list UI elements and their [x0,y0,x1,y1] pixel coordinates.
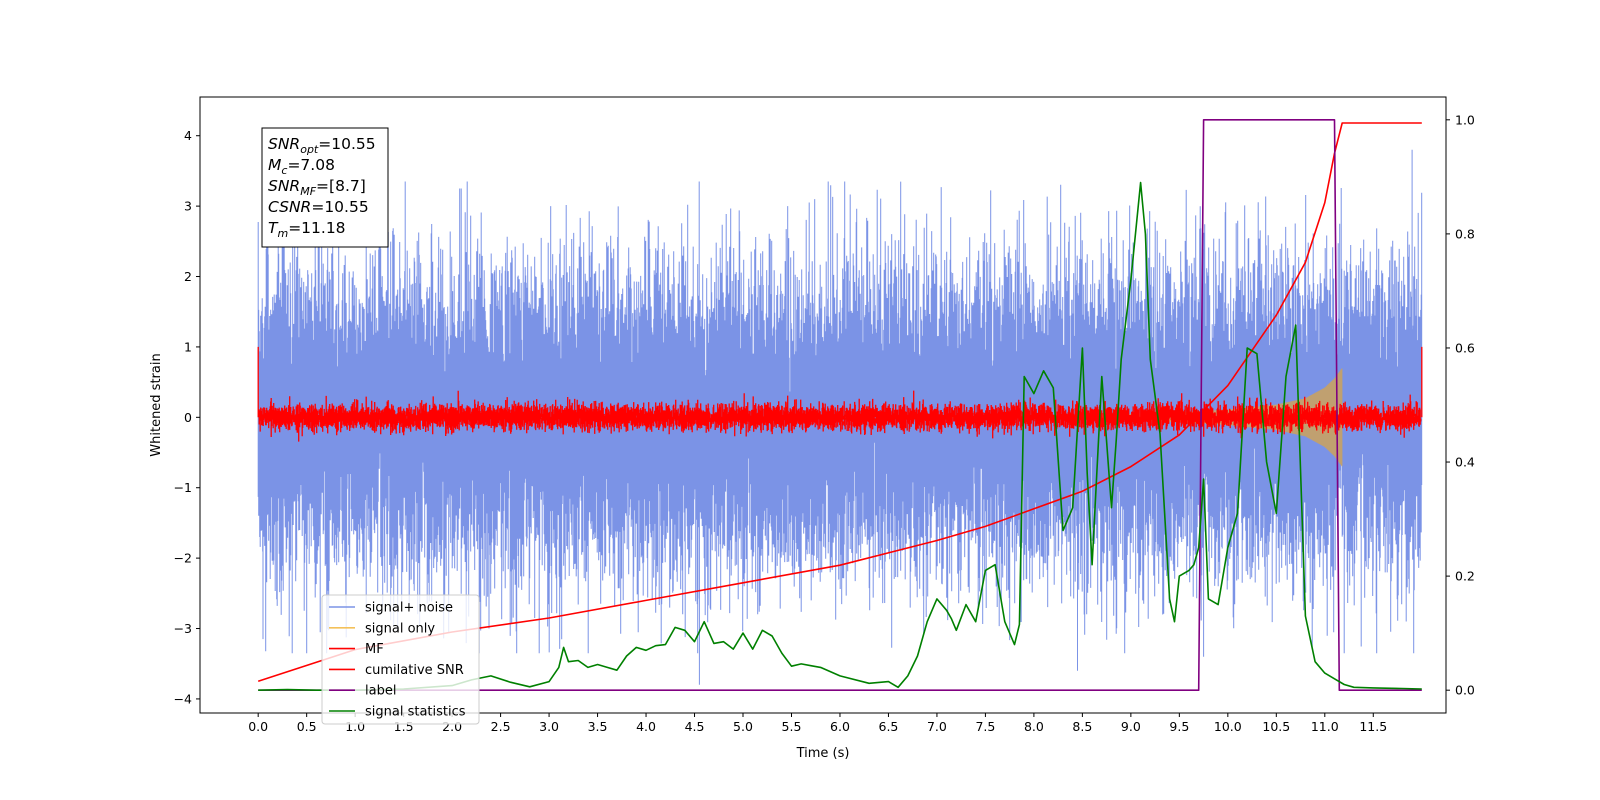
y2-tick-label: 1.0 [1455,112,1475,127]
series-cumulative-snr [257,122,1422,683]
x-tick-label: 5.0 [733,719,753,734]
x-tick-label: 10.0 [1214,719,1242,734]
series-mf [257,346,1423,442]
legend-label: signal+ noise [365,601,453,616]
x-tick-label: 5.5 [782,719,802,734]
x-tick-label: 4.0 [636,719,656,734]
y-tick-label: 3 [184,199,192,214]
x-tick-label: 6.5 [879,719,899,734]
y-tick-label: −1 [174,480,192,495]
y-axis-label: Whitened strain [149,353,164,456]
y-tick-label: 0 [184,410,192,425]
annotation-frame [261,127,389,248]
x-tick-label: 3.0 [539,719,559,734]
y-tick-label: 2 [184,269,192,284]
y2-tick-label: 0.0 [1455,683,1475,698]
y2-tick-label: 0.2 [1455,569,1475,584]
x-tick-label: 9.0 [1121,719,1141,734]
series-layer [257,119,1423,692]
annotation-line: Tm=11.18 [268,219,346,240]
y2-tick-label: 0.8 [1455,226,1475,241]
x-tick-label: 7.5 [975,719,995,734]
y-tick-label: −4 [174,691,192,706]
x-tick-label: 6.0 [830,719,850,734]
annotation-line: SNRopt=10.55 [268,135,376,156]
x-tick-label: 7.0 [927,719,947,734]
x-tick-label: 10.5 [1262,719,1290,734]
annotation-line: SNRMF=[8.7] [268,177,366,198]
series-label [258,119,1422,692]
x-tick-label: 3.5 [588,719,608,734]
y2-tick-label: 0.6 [1455,340,1475,355]
legend-label: label [365,684,396,699]
legend-label: signal only [365,621,435,636]
x-tick-label: 8.0 [1024,719,1044,734]
y-tick-label: −3 [174,621,192,636]
legend: signal+ noise signal only MF cumilative SNR… [321,594,480,725]
x-axis-label: Time (s) [796,746,850,761]
y2-tick-label: 0.4 [1455,455,1475,470]
annotation-line: Mc=7.08 [268,156,335,177]
legend-label: signal statistics [365,705,466,720]
x-tick-label: 4.5 [685,719,705,734]
x-tick-label: 0.5 [297,719,317,734]
x-tick-label: 0.0 [248,719,268,734]
legend-label: MF [365,642,384,657]
legend-frame [321,594,480,725]
x-tick-label: 9.5 [1169,719,1189,734]
legend-label: cumilative SNR [365,663,464,678]
y-tick-label: −2 [174,551,192,566]
plot-frame [199,96,1447,714]
x-tick-label: 11.0 [1311,719,1339,734]
annotation-line: CSNR=10.55 [268,198,369,216]
y-tick-label: 4 [184,128,192,143]
x-tick-label: 11.5 [1359,719,1387,734]
annotation-box: SNRopt=10.55Mc=7.08SNRMF=[8.7]CSNR=10.55… [261,127,389,248]
x-tick-label: 2.5 [491,719,511,734]
x-tick-label: 8.5 [1072,719,1092,734]
series-signal-statistics [258,181,1422,692]
axes-layer: 0.0 0.5 1.0 1.5 2.0 2.5 3.0 3.5 4.0 4.5 5.0 5.5 6.0 6… [174,112,1475,734]
y-tick-label: 1 [184,339,192,354]
